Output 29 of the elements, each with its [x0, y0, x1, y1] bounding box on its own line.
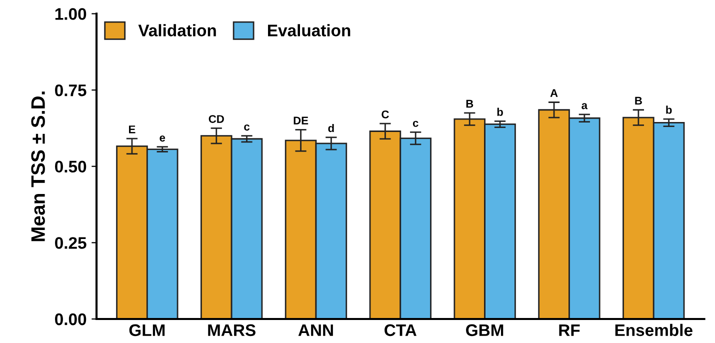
x-tick-label: RF [559, 324, 580, 336]
x-tick-label: Ensemble [615, 324, 692, 336]
y-tick-label: 0.50 [55, 160, 86, 173]
x-tick-label: CTA [384, 324, 416, 336]
data-label: b [497, 108, 503, 116]
data-label: A [550, 89, 558, 97]
y-tick-label: 0.00 [55, 313, 86, 326]
data-label: DE [294, 116, 308, 124]
y-tick-label: 0.75 [55, 84, 86, 96]
y-axis-title: Mean TSS ± S.D. [31, 92, 45, 242]
data-label: CD [208, 115, 224, 123]
x-tick-label: GLM [129, 324, 165, 336]
data-label: a [582, 103, 588, 110]
data-label: B [466, 100, 474, 108]
data-label: c [412, 120, 418, 127]
y-tick-label: 1.00 [55, 8, 86, 20]
data-label: B [635, 96, 642, 105]
data-label: b [666, 106, 672, 114]
x-tick-label: MARS [208, 324, 256, 336]
x-tick-label: ANN [298, 324, 333, 336]
data-label: e [160, 135, 166, 142]
data-label: c [244, 124, 250, 131]
x-tick-label: GBM [466, 324, 504, 336]
y-tick-label: 0.25 [55, 237, 86, 249]
legend-label: Validation [138, 24, 216, 36]
legend-label: Evaluation [268, 24, 350, 36]
data-label: C [382, 110, 389, 118]
data-label: d [328, 124, 334, 132]
data-label: E [129, 126, 136, 134]
